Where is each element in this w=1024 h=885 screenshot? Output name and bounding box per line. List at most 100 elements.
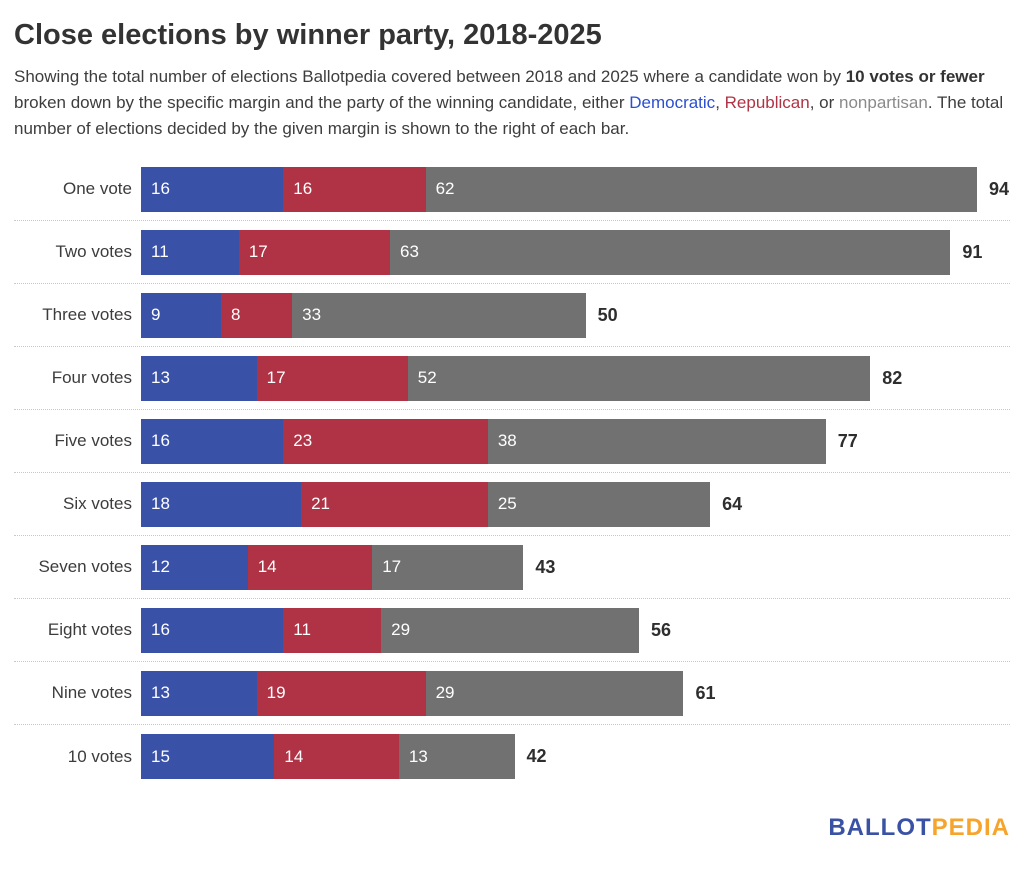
total-label: 94 xyxy=(988,178,1010,199)
stacked-bar: 9 8 33 xyxy=(141,292,586,338)
segment-value: 17 xyxy=(248,242,268,261)
chart-row: One vote 16 16 62 94 xyxy=(14,158,1010,221)
category-label: Five votes xyxy=(54,431,132,450)
total-label: 77 xyxy=(837,430,858,451)
stacked-bar-chart: One vote 16 16 62 94 Two votes 11 17 63 91 T… xyxy=(14,158,1010,788)
category-label: Four votes xyxy=(51,368,132,387)
chart-row: Five votes 16 23 38 77 xyxy=(14,410,1010,473)
stacked-bar: 15 14 13 xyxy=(141,734,515,779)
segment-value: 17 xyxy=(382,557,402,576)
description-text: . The total number of elections decided … xyxy=(14,93,1004,138)
segment-democratic: 13 xyxy=(141,670,257,716)
logo-ballot-text: BALLOT xyxy=(828,814,932,841)
category-label: Nine votes xyxy=(51,683,132,702)
chart-row: 10 votes 15 14 13 42 xyxy=(14,725,1010,788)
category-label: Seven votes xyxy=(38,557,132,576)
segment-nonpartisan: 63 xyxy=(390,229,951,275)
republican-word: Republican xyxy=(724,93,810,112)
segment-value: 16 xyxy=(151,179,170,198)
segment-value: 19 xyxy=(266,683,286,702)
stacked-bar: 16 23 38 xyxy=(141,418,826,464)
stacked-bar: 13 17 52 xyxy=(141,355,871,401)
segment-republican: 19 xyxy=(256,670,426,716)
chart-row: Six votes 18 21 25 64 xyxy=(14,473,1010,536)
total-label: 56 xyxy=(651,619,672,640)
description-text: , xyxy=(715,93,725,112)
segment-value: 16 xyxy=(151,431,170,450)
segment-value: 13 xyxy=(151,368,170,387)
stacked-bar: 18 21 25 xyxy=(141,481,711,527)
segment-value: 63 xyxy=(400,242,419,261)
segment-value: 29 xyxy=(391,620,411,639)
segment-democratic: 18 xyxy=(141,481,302,527)
segment-value: 11 xyxy=(293,620,311,639)
segment-democratic: 12 xyxy=(141,544,248,590)
total-label: 82 xyxy=(882,367,903,388)
chart-row: Four votes 13 17 52 82 xyxy=(14,347,1010,410)
segment-nonpartisan: 62 xyxy=(425,166,977,212)
category-label: One vote xyxy=(63,179,132,198)
segment-democratic: 13 xyxy=(141,355,257,401)
segment-democratic: 15 xyxy=(141,734,275,779)
segment-republican: 17 xyxy=(238,229,391,275)
segment-nonpartisan: 33 xyxy=(292,292,586,338)
segment-value: 13 xyxy=(151,683,170,702)
segment-value: 16 xyxy=(293,179,313,198)
democratic-word: Democratic xyxy=(629,93,716,112)
description-text: Showing the total number of elections Ba… xyxy=(14,67,846,86)
total-label: 91 xyxy=(962,241,983,262)
stacked-bar: 11 17 63 xyxy=(141,229,951,275)
segment-nonpartisan: 52 xyxy=(407,355,871,401)
category-label: Six votes xyxy=(63,494,132,513)
segment-value: 62 xyxy=(435,179,455,198)
category-label: 10 votes xyxy=(67,746,132,766)
logo-pedia-text: PEDIA xyxy=(931,814,1010,841)
segment-republican: 16 xyxy=(283,166,426,212)
segment-value: 23 xyxy=(293,431,313,450)
segment-value: 52 xyxy=(417,368,437,387)
segment-value: 9 xyxy=(151,305,161,324)
segment-value: 14 xyxy=(257,557,277,576)
segment-democratic: 9 xyxy=(141,292,222,338)
segment-republican: 11 xyxy=(283,607,382,653)
category-label: Eight votes xyxy=(47,620,132,639)
segment-value: 38 xyxy=(497,431,517,450)
segment-republican: 21 xyxy=(301,481,488,527)
footer: BALLOTPEDIA xyxy=(14,814,1010,842)
ballotpedia-logo: BALLOTPEDIA xyxy=(828,814,1010,842)
description-text: , or xyxy=(809,93,839,112)
segment-value: 21 xyxy=(311,494,330,513)
nonpartisan-word: nonpartisan xyxy=(839,93,928,112)
chart-row: Nine votes 13 19 29 61 xyxy=(14,662,1010,725)
chart-row: Three votes 9 8 33 50 xyxy=(14,284,1010,347)
category-label: Three votes xyxy=(42,305,132,324)
stacked-bar: 13 19 29 xyxy=(141,670,684,716)
page-title: Close elections by winner party, 2018-20… xyxy=(14,19,602,51)
total-label: 64 xyxy=(722,493,743,514)
segment-nonpartisan: 29 xyxy=(381,607,640,653)
stacked-bar: 16 11 29 xyxy=(141,607,640,653)
segment-value: 14 xyxy=(284,746,304,766)
chart-row: Seven votes 12 14 17 43 xyxy=(14,536,1010,599)
segment-nonpartisan: 17 xyxy=(372,544,524,590)
chart-row: Eight votes 16 11 29 56 xyxy=(14,599,1010,662)
segment-value: 33 xyxy=(302,305,322,324)
description-bold-phrase: 10 votes or fewer xyxy=(845,67,985,86)
chart-row: Two votes 11 17 63 91 xyxy=(14,221,1010,284)
segment-republican: 17 xyxy=(256,355,408,401)
segment-value: 17 xyxy=(266,368,286,387)
segment-value: 16 xyxy=(151,620,170,639)
segment-nonpartisan: 29 xyxy=(425,670,684,716)
segment-democratic: 11 xyxy=(141,229,239,275)
description-text: broken down by the specific margin and t… xyxy=(14,93,630,112)
segment-value: 13 xyxy=(408,746,428,766)
total-label: 43 xyxy=(535,556,556,577)
segment-value: 12 xyxy=(151,557,170,576)
segment-republican: 14 xyxy=(274,734,399,779)
segment-republican: 23 xyxy=(283,418,488,464)
segment-value: 11 xyxy=(151,242,169,261)
segment-value: 15 xyxy=(151,746,170,766)
segment-republican: 8 xyxy=(221,292,293,338)
segment-democratic: 16 xyxy=(141,607,284,653)
total-label: 50 xyxy=(597,304,618,325)
